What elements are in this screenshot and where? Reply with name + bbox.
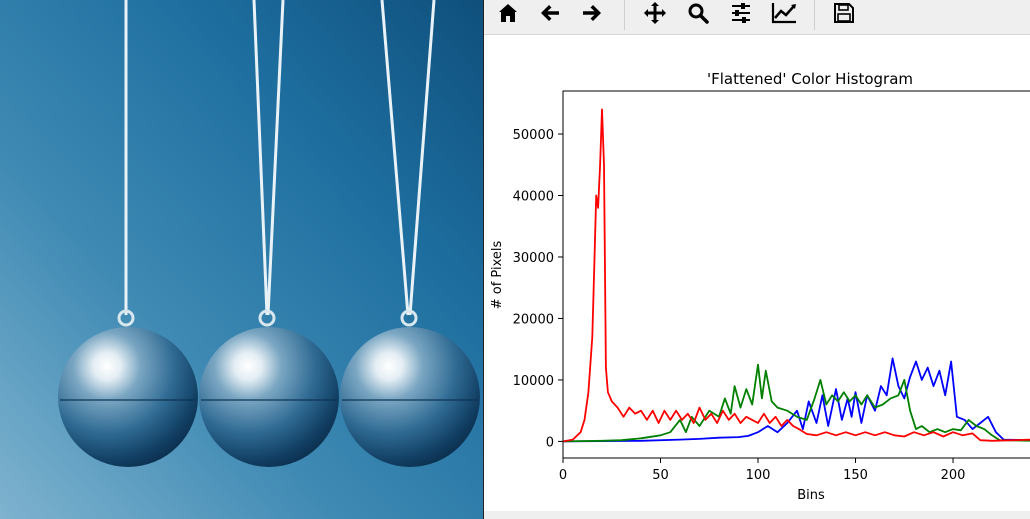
y-tick-label: 10000 [513,374,554,389]
home-button[interactable] [492,0,524,26]
toolbar-separator [624,0,625,30]
figure-canvas[interactable]: 'Flattened' Color Histogram 0 50 100 150 200… [484,35,1030,511]
histogram-chart: 'Flattened' Color Histogram 0 50 100 150 200… [490,70,1030,503]
configure-subplots-button[interactable] [725,0,757,26]
series-lines [563,108,1030,443]
y-axis-label: # of Pixels [490,241,505,310]
zoom-button[interactable] [682,0,714,26]
forward-button[interactable] [576,0,608,26]
series-line-1 [563,363,1030,443]
photo-canvas [0,0,483,519]
arrow-left-icon [541,5,559,21]
floppy-disk-icon [834,3,854,23]
pan-button[interactable] [639,0,671,26]
chart-title: 'Flattened' Color Histogram [707,70,913,88]
back-button[interactable] [534,0,566,26]
window-divider [483,0,484,519]
home-icon [499,4,517,22]
plot-window: 'Flattened' Color Histogram 0 50 100 150 200… [484,0,1030,519]
x-axis-label: Bins [797,488,825,503]
arrow-right-icon [583,5,601,21]
edit-axis-button[interactable] [768,0,800,26]
status-bar [484,511,1030,519]
move-icon [644,2,666,24]
y-tick-label: 50000 [513,128,554,143]
x-tick-label: 50 [652,468,669,483]
y-tick-label: 0 [546,435,554,450]
y-tick-label: 30000 [513,251,554,266]
series-line-0 [563,357,1030,443]
magnifier-icon [688,3,709,24]
x-tick-label: 0 [559,468,567,483]
newtons-cradle-photo [0,0,483,519]
series-line-2 [563,108,1030,443]
line-chart-icon [771,3,796,24]
x-tick-label: 100 [746,468,771,483]
y-axis-ticks: 0 10000 20000 30000 40000 50000 [513,128,563,450]
x-tick-label: 200 [941,468,966,483]
x-axis-ticks: 0 50 100 150 200 [559,458,966,483]
x-tick-label: 150 [843,468,868,483]
y-tick-label: 20000 [513,312,554,327]
save-button[interactable] [828,0,860,26]
toolbar-separator [814,0,815,30]
axes-frame [562,90,1030,459]
navigation-toolbar [484,0,1030,35]
y-tick-label: 40000 [513,190,554,205]
sliders-icon [732,3,750,23]
